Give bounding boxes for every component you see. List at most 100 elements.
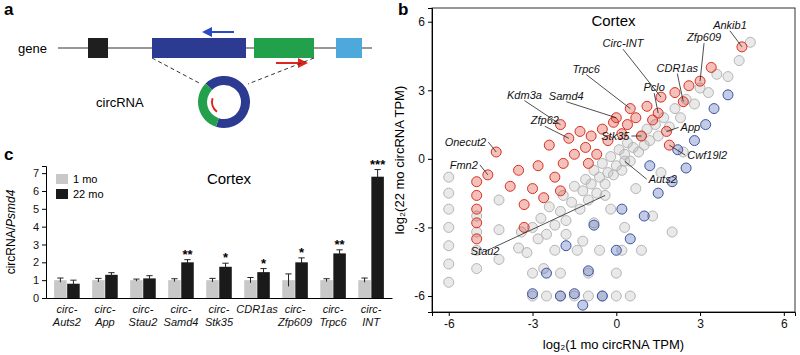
point: [444, 259, 454, 269]
axis-line: [42, 167, 47, 299]
tick: [42, 191, 46, 192]
tick-label-line: circ-: [171, 303, 192, 315]
point: [567, 197, 577, 207]
tick: [449, 312, 450, 316]
tick: [616, 312, 617, 316]
bar: [168, 280, 181, 298]
tick-label: 3: [418, 84, 425, 98]
tick: [533, 312, 534, 316]
legend-swatch: [56, 189, 68, 199]
point: [611, 245, 621, 255]
tick: [784, 312, 785, 316]
error-cap: [361, 278, 367, 279]
tick-label-line: circ-: [285, 303, 306, 315]
error-bar: [250, 277, 251, 282]
point: [600, 179, 610, 189]
bar: [295, 262, 308, 298]
tick-label: -6: [414, 289, 425, 303]
axis-line: [47, 298, 393, 299]
tick-label-line: circ-: [361, 303, 382, 315]
tick-label: 0: [613, 317, 620, 331]
point: [494, 225, 504, 235]
error-cap: [247, 277, 253, 278]
point: [703, 88, 713, 98]
point: [444, 277, 454, 287]
point: [539, 193, 549, 203]
point: [561, 216, 571, 226]
tick-label-line: App: [94, 316, 115, 328]
tick-label-line: circ-: [323, 303, 344, 315]
error-cap: [171, 278, 177, 279]
point: [723, 90, 733, 100]
point: [536, 213, 546, 223]
point: [636, 245, 646, 255]
point: [528, 268, 538, 278]
annotation-leader: [485, 195, 605, 251]
panel-b: b-6-3036-6-3036Cortexlog₂(1 mo circRNA T…: [392, 0, 796, 352]
error-cap: [70, 280, 76, 281]
primer-arrow: [204, 31, 234, 33]
point: [444, 172, 454, 182]
annotation: Stau2: [471, 245, 500, 257]
tick: [428, 296, 432, 297]
exon: [152, 38, 246, 58]
tick-label-line: Stk35: [205, 316, 234, 328]
point: [561, 229, 571, 239]
bar: [143, 278, 156, 298]
tick: [428, 90, 432, 91]
bar: [371, 177, 384, 298]
point: [681, 163, 691, 173]
bar: [219, 267, 232, 298]
point: [519, 200, 529, 210]
point: [670, 104, 680, 114]
point: [706, 62, 716, 72]
y-axis: -6-3036: [414, 9, 432, 313]
plot-frame: [432, 8, 795, 312]
tick: [428, 159, 432, 160]
error-bar: [73, 280, 74, 287]
bar: [206, 280, 219, 298]
tick-label: -6: [444, 317, 455, 331]
point: [533, 161, 543, 171]
error-cap: [133, 279, 139, 280]
point: [561, 241, 571, 251]
point: [606, 152, 616, 162]
point: [583, 266, 593, 276]
point: [653, 188, 663, 198]
point: [586, 131, 596, 141]
bar: [54, 280, 67, 298]
annotation: Circ-INT: [603, 37, 645, 49]
point: [645, 161, 655, 171]
points: [444, 37, 756, 310]
tick-label-line: circ-: [57, 303, 78, 315]
point: [709, 104, 719, 114]
point: [472, 264, 482, 274]
annotation-leader: [586, 75, 630, 109]
point: [550, 245, 560, 255]
bar: [257, 272, 270, 298]
y-axis: 01234567: [33, 167, 47, 305]
annotation-leader: [631, 136, 641, 137]
tick-label: circ-Samd4: [164, 303, 199, 327]
x-axis: -6-3036: [433, 312, 796, 331]
tick-label: 3: [697, 317, 704, 331]
point: [514, 165, 524, 175]
bar: [105, 275, 118, 298]
point: [444, 204, 454, 214]
tick: [42, 227, 46, 228]
point: [528, 184, 538, 194]
point: [550, 220, 560, 230]
bar: [320, 280, 333, 298]
error-cap: [95, 278, 101, 279]
legend: 1 mo22 mo: [56, 173, 104, 200]
tick-label: 3: [33, 239, 39, 251]
x-axis-title: log₂(1 mo circRNA TPM): [543, 337, 684, 352]
primer-arrow: [276, 62, 306, 64]
tick: [42, 262, 46, 263]
tick-label: circ-Stk35: [205, 303, 234, 327]
error-cap: [108, 272, 114, 273]
bar: [130, 280, 143, 298]
tick-label: -3: [528, 317, 539, 331]
point: [578, 236, 588, 246]
point: [550, 172, 560, 182]
